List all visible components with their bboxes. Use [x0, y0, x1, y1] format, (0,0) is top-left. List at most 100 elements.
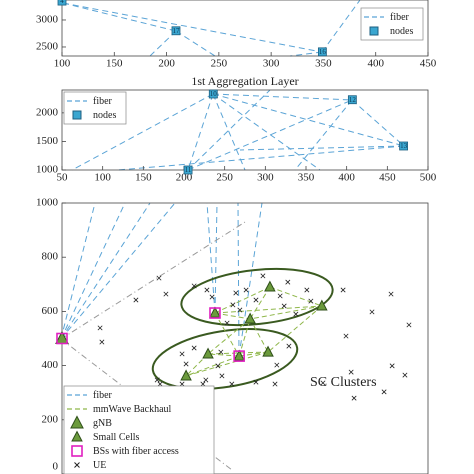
x-tick-label: 400 [338, 172, 355, 184]
legend-marker [71, 445, 83, 457]
backhaul-link [249, 318, 269, 353]
ue-marker [260, 273, 266, 279]
panel: 0 200 400 600 800 1000 [36, 197, 429, 474]
ue-marker [340, 287, 346, 293]
coverage-line [60, 221, 246, 340]
ue-marker [285, 279, 291, 285]
ue-marker [237, 307, 243, 313]
fiber-links [60, 0, 405, 357]
ue-marker [304, 287, 310, 293]
legend-label: UE [93, 460, 106, 471]
node [399, 141, 409, 151]
ue-marker [200, 381, 206, 387]
ue-marker [308, 298, 314, 304]
x-tick-label: 300 [263, 58, 280, 70]
legend-marker [74, 462, 80, 468]
ue-marker [381, 389, 387, 395]
y-tick-label: 1500 [36, 135, 59, 147]
cluster-ellipse [151, 328, 299, 390]
node-label: 4 [60, 0, 64, 5]
fiber-link [351, 99, 405, 147]
fiber-link [212, 93, 246, 171]
ue-marker [253, 379, 259, 385]
fiber-link [62, 2, 323, 53]
fiber-link [60, 202, 151, 340]
node-label: 16 [319, 48, 327, 56]
backhaul-link [185, 355, 240, 377]
ue-marker [163, 291, 169, 297]
fiber-link [60, 202, 126, 340]
node-label: 13 [400, 142, 408, 150]
plot-frame [61, 0, 429, 57]
x-tick-label: 150 [135, 172, 152, 184]
ue-marker [156, 275, 162, 281]
y-tick-label: 2000 [36, 106, 59, 118]
y-tick-label: 400 [42, 359, 59, 371]
triangle-marker [244, 312, 256, 324]
x-tick-label: 300 [257, 172, 274, 184]
ue-marker [389, 363, 395, 369]
fiber-link [289, 51, 323, 57]
legend-marker [369, 26, 379, 36]
legend-label: nodes [93, 110, 116, 121]
fiber-bs [233, 350, 245, 362]
ue-marker [253, 297, 259, 303]
ue-marker [157, 381, 163, 387]
ue-marker [209, 294, 215, 300]
legend-label: Small Cells [93, 432, 140, 443]
ue-marker [204, 287, 210, 293]
legend: fiber mmWave Backhaul gNB Small Cells BSs wi… [63, 385, 215, 474]
legend-box [63, 385, 215, 474]
x-tick-label: 500 [420, 172, 437, 184]
y-tick-label: 1000 [36, 197, 59, 209]
legend-label: nodes [390, 26, 413, 37]
x-tick-label: 450 [379, 172, 396, 184]
triangle-marker [316, 299, 328, 311]
ue-marker [277, 293, 283, 299]
legend-label: BSs with fiber access [93, 446, 179, 457]
x-tick-label: 150 [106, 58, 123, 70]
backhaul-link [214, 286, 271, 314]
fiber-link [212, 93, 321, 171]
node [208, 89, 218, 99]
ue-marker [219, 373, 225, 379]
backhaul-link [214, 305, 322, 314]
backhaul-link [208, 351, 269, 355]
legend-label: gNB [93, 418, 112, 429]
ue-marker [369, 309, 375, 315]
node [347, 95, 357, 105]
backhaul-link [185, 353, 209, 377]
y-tick-label: 800 [42, 251, 59, 263]
x-tick-label: 350 [315, 58, 332, 70]
node-label: 10 [210, 90, 218, 98]
ue-marker [179, 351, 185, 357]
ue-marker [243, 287, 249, 293]
x-tick-label: 200 [158, 58, 175, 70]
triangle-marker [209, 306, 221, 318]
fiber-link [117, 145, 405, 171]
backhaul-link [238, 318, 251, 357]
ue-marker [348, 369, 354, 375]
backhaul-link [207, 353, 240, 357]
fiber-link [294, 99, 353, 171]
backhaul-link [207, 318, 251, 355]
legend-label: fiber [93, 390, 113, 401]
legend-label: fiber [93, 96, 113, 107]
plot-frame [61, 89, 429, 171]
ue-marker [99, 339, 105, 345]
ue-marker [230, 302, 236, 308]
y-tick-label: 200 [42, 413, 59, 425]
fiber-link [238, 202, 263, 357]
legend: fiber nodes [360, 7, 424, 41]
ue-marker [215, 363, 221, 369]
backhaul-link [249, 286, 271, 320]
x-tick-label: 450 [420, 58, 437, 70]
legend-marker [72, 110, 82, 120]
fiber-link [60, 202, 96, 340]
ue-marker [293, 311, 299, 317]
panel: 1000 1500 2000 50 100 150 200 250 300 350 400 450 50… [36, 89, 437, 184]
x-tick-label: 250 [211, 58, 228, 70]
fiber-link [212, 93, 405, 147]
fiber-bs [209, 307, 221, 319]
fiber-link [187, 93, 214, 171]
